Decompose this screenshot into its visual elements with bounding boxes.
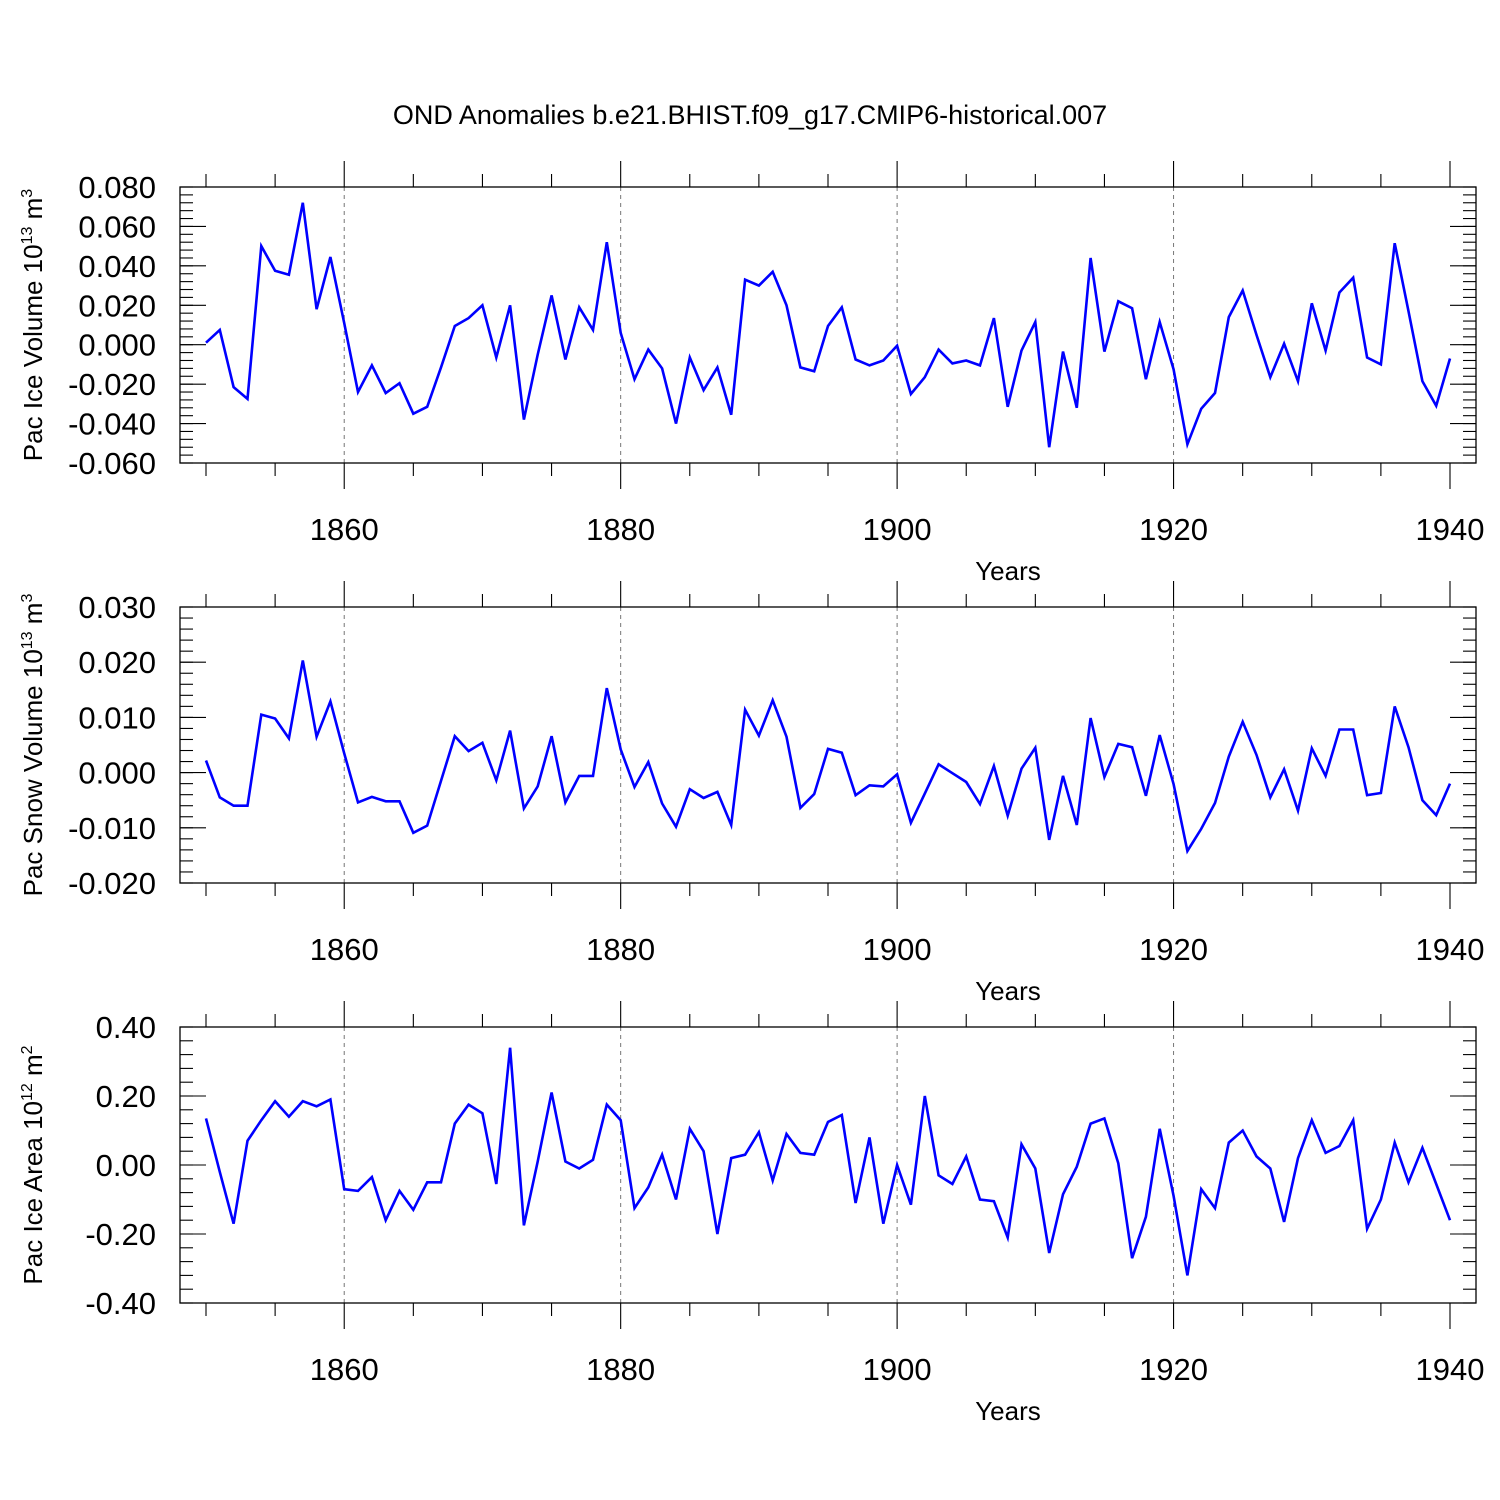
y-axis-label: Pac Ice Area 1012 m2 <box>18 1045 48 1284</box>
x-axis-label: Years <box>975 1396 1041 1426</box>
x-axis-label: Years <box>975 976 1041 1006</box>
x-tick-label: 1900 <box>863 932 932 967</box>
x-tick-label: 1880 <box>586 1352 655 1387</box>
x-axis-label: Years <box>975 556 1041 586</box>
series-line-ice-volume <box>205 202 1452 450</box>
x-tick-label: 1940 <box>1416 1352 1485 1387</box>
y-tick-label: 0.030 <box>78 590 156 625</box>
x-tick-label: 1900 <box>863 512 932 547</box>
y-tick-label: -0.40 <box>85 1286 156 1321</box>
y-tick-label: 0.020 <box>78 645 156 680</box>
series-line-snow-volume <box>204 660 1452 855</box>
y-tick-label: -0.20 <box>85 1217 156 1252</box>
x-tick-label: 1860 <box>310 1352 379 1387</box>
panel-ice-area: -0.40 -0.20 0.00 0.20 0.40 1860 1880 1900 1920 19… <box>18 1001 1484 1426</box>
series-line-ice-area <box>204 1047 1452 1276</box>
y-tick-label: 0.010 <box>78 700 156 735</box>
figure-title: OND Anomalies b.e21.BHIST.f09_g17.CMIP6-… <box>393 100 1107 130</box>
panel-ice-volume: -0.060 -0.040 -0.020 0.000 0.020 0.040 0.060 0.… <box>18 161 1484 586</box>
y-tick-label: -0.020 <box>68 866 156 901</box>
x-tick-label: 1920 <box>1139 512 1208 547</box>
x-tick-label: 1920 <box>1139 932 1208 967</box>
y-tick-label: 0.40 <box>96 1010 156 1045</box>
x-tick-label: 1880 <box>586 932 655 967</box>
plot-frame <box>179 606 1477 884</box>
y-tick-label: 0.040 <box>78 249 156 284</box>
x-tick-label: 1940 <box>1416 932 1485 967</box>
y-tick-label: -0.010 <box>68 811 156 846</box>
y-tick-label: -0.020 <box>68 367 156 402</box>
y-tick-label: -0.040 <box>68 407 156 442</box>
y-tick-label: -0.060 <box>68 446 156 481</box>
plot-frame <box>179 1026 1477 1304</box>
x-tick-label: 1860 <box>310 512 379 547</box>
y-tick-label: 0.20 <box>96 1079 156 1114</box>
x-tick-label: 1880 <box>586 512 655 547</box>
panel-snow-volume: -0.020 -0.010 0.000 0.010 0.020 0.030 1860 1880… <box>18 581 1484 1006</box>
y-tick-label: 0.000 <box>78 756 156 791</box>
x-tick-label: 1860 <box>310 932 379 967</box>
y-tick-label: 0.080 <box>78 170 156 205</box>
y-tick-label: 0.00 <box>96 1148 156 1183</box>
x-tick-label: 1920 <box>1139 1352 1208 1387</box>
y-axis-label: Pac Ice Volume 1013 m3 <box>18 189 48 462</box>
y-axis-label: Pac Snow Volume 1013 m3 <box>18 594 48 897</box>
panels-container: -0.060 -0.040 -0.020 0.000 0.020 0.040 0.060 0.… <box>18 161 1484 1426</box>
y-tick-label: 0.060 <box>78 209 156 244</box>
y-tick-label: 0.000 <box>78 328 156 363</box>
x-tick-label: 1900 <box>863 1352 932 1387</box>
x-tick-label: 1940 <box>1416 512 1485 547</box>
y-tick-label: 0.020 <box>78 288 156 323</box>
